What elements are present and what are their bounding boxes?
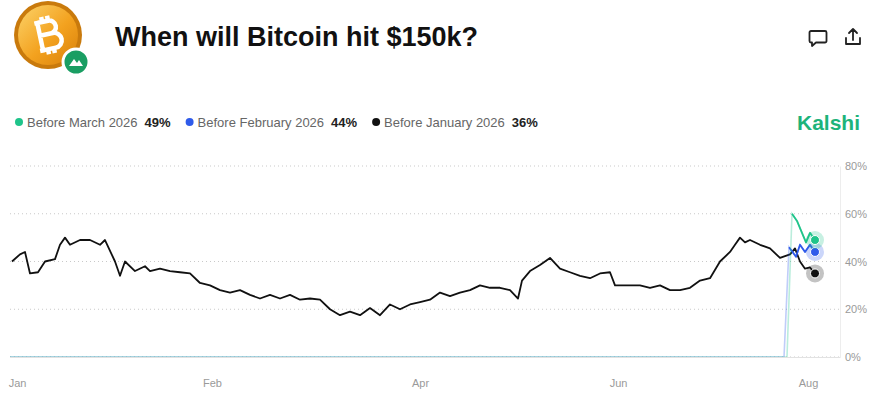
series-line: [12, 238, 815, 316]
badge-icon: [63, 49, 89, 75]
x-tick: Jan: [9, 357, 27, 389]
y-tick: 80%: [840, 160, 867, 172]
y-axis-line: [840, 167, 841, 358]
x-axis-line: [11, 357, 841, 358]
grid-line: [10, 261, 840, 262]
x-axis: Jan Feb Apr Jun Aug: [9, 357, 841, 389]
x-tick-label: Aug: [799, 377, 819, 389]
series: [12, 238, 824, 316]
comment-icon: [810, 31, 827, 46]
legend-value: 44%: [331, 115, 357, 130]
grid-line: [10, 309, 840, 310]
share-icon: [846, 29, 860, 44]
y-tick: 40%: [840, 256, 867, 268]
x-tick-label: Jan: [9, 377, 27, 389]
end-marker-halo: [806, 231, 824, 249]
series: [10, 243, 824, 357]
legend-value: 36%: [512, 115, 538, 130]
chart: When will Bitcoin hit $150k? Before March…: [0, 0, 877, 397]
legend-item: Before February 2026 44%: [186, 115, 358, 130]
grid: [10, 166, 840, 357]
badge-circle: [63, 49, 89, 75]
legend-swatch: [186, 118, 194, 126]
coin-b: [33, 14, 64, 56]
y-axis: 0% 20% 40% 60% 80%: [840, 160, 867, 363]
series: [10, 214, 824, 357]
series-line-inactive: [10, 245, 815, 357]
end-marker-halo: [806, 264, 824, 282]
brand: Kalshi: [797, 111, 860, 134]
x-tick: Feb: [203, 357, 222, 389]
x-tick-label: Feb: [203, 377, 222, 389]
y-tick: 20%: [840, 303, 867, 315]
legend-label: Before January 2026: [384, 115, 505, 130]
y-tick-label: 20%: [845, 303, 867, 315]
series-line-inactive: [10, 214, 815, 357]
legend-label: Before March 2026: [27, 115, 138, 130]
comment-shape: [810, 31, 827, 46]
legend-value: 49%: [145, 115, 171, 130]
badge-mountain: [69, 59, 83, 66]
y-tick-label: 80%: [845, 160, 867, 172]
legend: Before March 2026 49% Before February 2026…: [15, 115, 538, 130]
y-tick-label: 60%: [845, 208, 867, 220]
grid-line: [10, 166, 840, 167]
x-tick-label: Apr: [412, 377, 429, 389]
legend-item: Before January 2026 36%: [372, 115, 538, 130]
title: When will Bitcoin hit $150k?: [115, 22, 478, 52]
x-tick: Aug: [799, 357, 819, 389]
plot-area: [10, 214, 824, 357]
x-tick: Jun: [610, 357, 628, 389]
legend-label: Before February 2026: [198, 115, 324, 130]
y-tick: 0%: [840, 351, 861, 363]
end-marker: [811, 236, 820, 245]
coin-symbol: [33, 14, 64, 56]
legend-swatch: [372, 118, 380, 126]
y-tick-label: 40%: [845, 256, 867, 268]
share-shape: [846, 29, 860, 44]
end-marker: [811, 269, 820, 278]
legend-item: Before March 2026 49%: [15, 115, 171, 130]
legend-swatch: [15, 118, 23, 126]
y-tick-label: 0%: [845, 351, 861, 363]
x-tick: Apr: [412, 357, 429, 389]
grid-line: [10, 213, 840, 214]
y-tick: 60%: [840, 208, 867, 220]
x-tick-label: Jun: [610, 377, 628, 389]
